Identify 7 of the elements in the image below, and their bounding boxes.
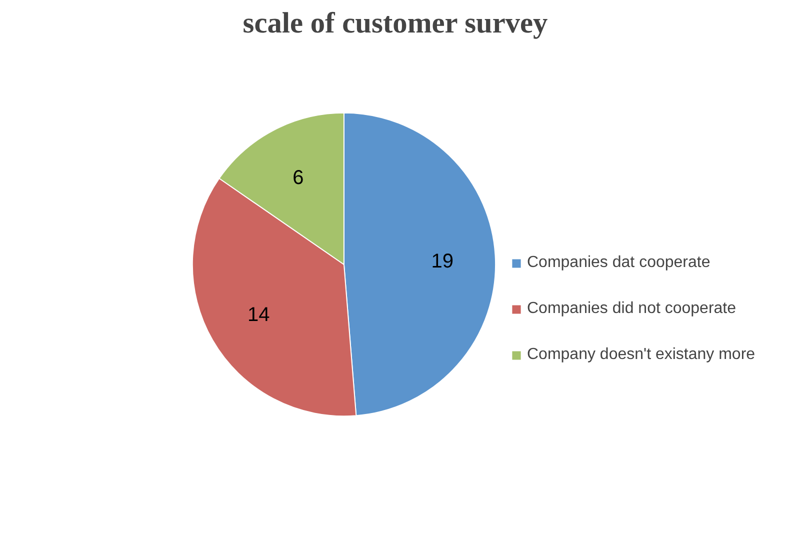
chart-title: scale of customer survey: [242, 8, 548, 40]
legend-label: Companies did not cooperate: [527, 300, 736, 318]
data-label: 14: [248, 304, 270, 326]
legend-label: Companies dat cooperate: [527, 254, 710, 272]
legend-label: Company doesn't existany more: [527, 346, 756, 364]
data-label: 6: [292, 167, 304, 190]
data-label: 19: [431, 250, 454, 273]
